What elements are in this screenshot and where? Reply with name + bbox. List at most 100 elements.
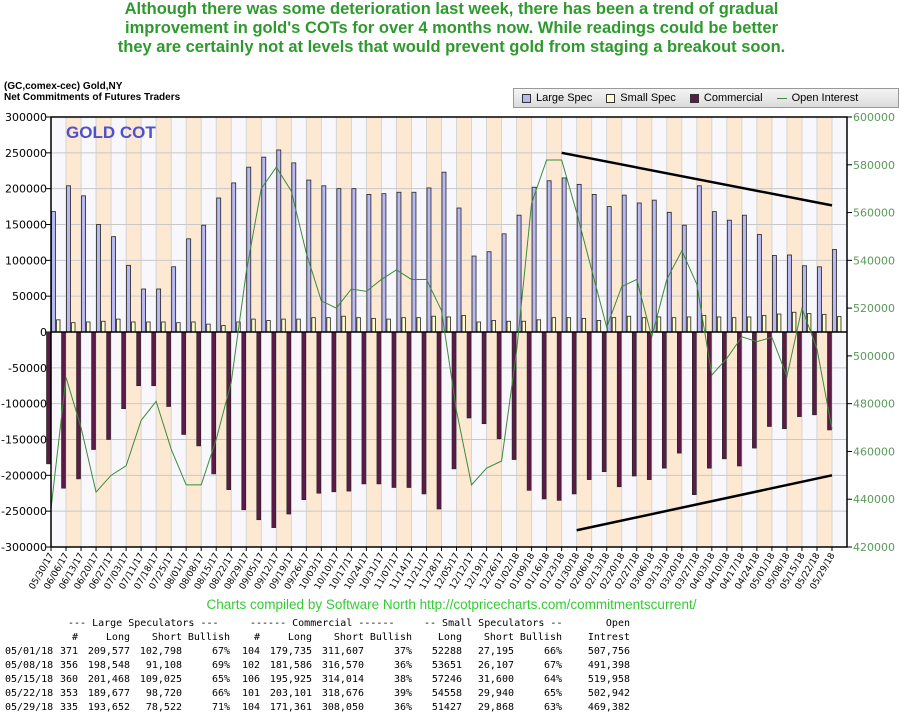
line-open-interest	[50, 159, 833, 509]
y-tick-label-left: 100000	[5, 254, 47, 267]
table-cell: 91,108	[145, 660, 182, 671]
bar-small-spec	[671, 317, 677, 333]
group-large-spec: --- Large Speculators ---	[68, 618, 219, 629]
table-cell: 65%	[211, 674, 230, 685]
table-cell: Bullish	[519, 632, 562, 643]
bar-large-spec	[186, 238, 192, 333]
bar-large-spec	[621, 194, 627, 333]
bar-large-spec	[216, 197, 222, 333]
table-cell: 64%	[543, 674, 562, 685]
bar-small-spec	[792, 311, 797, 333]
credits: Charts compiled by Software North http:/…	[206, 597, 697, 612]
y-tick-label-right: 600000	[853, 111, 895, 124]
bar-small-spec	[431, 315, 436, 333]
bar-large-spec	[321, 185, 327, 333]
cot-table: --- Large Speculators --- ------ Commerc…	[0, 618, 903, 716]
bar-commercial	[106, 331, 111, 440]
table-cell: Short	[483, 632, 514, 643]
y-tick-label-right: 500000	[853, 350, 895, 363]
chart-symbol: (GC,comex-cec) Gold,NY	[4, 81, 123, 92]
y-tick-label-right: 560000	[853, 207, 895, 220]
bar-large-spec	[66, 185, 71, 333]
legend-swatch	[606, 93, 616, 103]
y-tick-label-right: 520000	[853, 302, 895, 315]
bar-commercial	[181, 331, 186, 435]
table-cell: 54558	[431, 688, 462, 699]
plot-border	[50, 116, 848, 548]
table-cell: 05/15/18	[5, 674, 54, 685]
table-cell: Bullish	[369, 632, 412, 643]
group-open: Open	[605, 618, 630, 629]
table-cell: 57246	[431, 674, 462, 685]
bar-commercial	[316, 331, 322, 494]
bar-small-spec	[296, 318, 301, 333]
table-cell: 53651	[431, 660, 462, 671]
y-tick-label-left: -250000	[1, 505, 47, 518]
table-cell: 314,014	[321, 674, 364, 685]
table-cell: #	[253, 632, 260, 643]
bar-commercial	[406, 331, 412, 488]
bar-commercial	[121, 331, 126, 409]
table-cell: 26,107	[477, 660, 514, 671]
bar-large-spec	[171, 266, 177, 333]
bar-commercial	[692, 331, 697, 495]
y-tick-label-right: 440000	[853, 493, 895, 506]
bar-small-spec	[131, 321, 136, 333]
legend-line	[776, 97, 787, 99]
bar-small-spec	[731, 317, 737, 333]
y-tick-label-left: -50000	[8, 362, 47, 375]
y-tick-label-left: 150000	[5, 219, 47, 232]
bar-small-spec	[566, 317, 572, 333]
bar-small-spec	[446, 316, 451, 333]
table-cell: 29,868	[477, 702, 514, 713]
bar-commercial	[166, 331, 171, 407]
bar-commercial	[511, 331, 517, 460]
table-cell: 69%	[211, 660, 230, 671]
y-tick-label-left: 0	[40, 326, 47, 339]
table-cell: 102,798	[139, 646, 182, 657]
table-cell: 201,468	[87, 674, 130, 685]
bar-small-spec	[461, 315, 466, 333]
table-cell: 52288	[431, 646, 462, 657]
bar-commercial	[526, 331, 532, 491]
bar-commercial	[376, 331, 382, 485]
bar-large-spec	[441, 171, 447, 333]
table-cell: 05/22/18	[5, 688, 54, 699]
table-cell: Intrest	[587, 632, 630, 643]
bar-commercial	[421, 331, 427, 495]
table-cell: Short	[333, 632, 364, 643]
table-row: 05/22/18 353 189,677 98,720 66% 101 203,101 318…	[0, 688, 903, 702]
table-group-header: --- Large Speculators --- ------ Commerc…	[0, 618, 903, 632]
y-tick-label-left: -200000	[1, 469, 47, 482]
y-tick-label-right: 480000	[853, 398, 895, 411]
bar-large-spec	[456, 207, 462, 333]
bar-small-spec	[596, 320, 602, 333]
table-cell: 308,050	[321, 702, 364, 713]
table-cell: 469,382	[587, 702, 630, 713]
bar-commercial	[271, 331, 277, 528]
bar-commercial	[722, 331, 727, 460]
bar-commercial	[226, 331, 232, 490]
table-cell: 51427	[431, 702, 462, 713]
table-row: 05/08/18 356 198,548 91,108 69% 102 181,586 316…	[0, 660, 903, 674]
bar-small-spec	[101, 320, 106, 333]
bar-small-spec	[641, 317, 647, 333]
bar-commercial	[541, 331, 547, 500]
bar-small-spec	[341, 315, 346, 333]
bar-small-spec	[656, 316, 662, 333]
bar-commercial	[631, 331, 637, 477]
bar-small-spec	[311, 317, 316, 333]
bar-small-spec	[356, 317, 361, 333]
bar-large-spec	[832, 249, 837, 333]
bar-small-spec	[86, 321, 91, 333]
legend-open-interest: Open Interest	[776, 92, 858, 104]
table-cell: 356	[59, 660, 78, 671]
legend-swatch	[689, 93, 699, 103]
bar-small-spec	[281, 318, 286, 333]
table-cell: 198,548	[87, 660, 130, 671]
bar-commercial	[301, 331, 307, 500]
bar-small-spec	[777, 313, 782, 333]
table-cell: 31,600	[477, 674, 514, 685]
bar-commercial	[151, 331, 156, 387]
bar-commercial	[76, 331, 81, 480]
